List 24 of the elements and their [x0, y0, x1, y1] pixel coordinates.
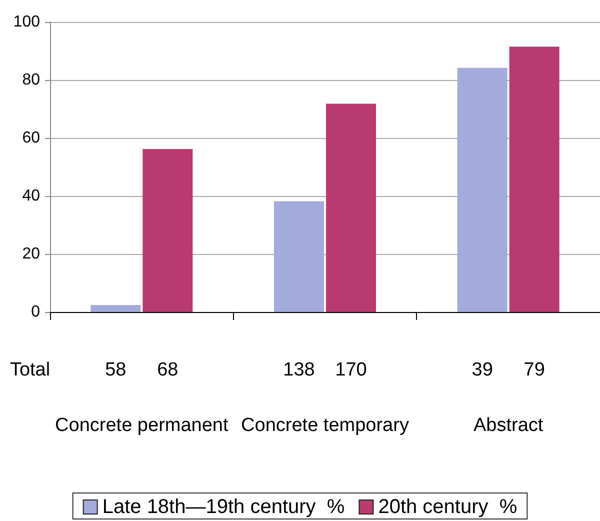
text: 68 [157, 360, 178, 380]
text: 138 [283, 360, 315, 380]
bar [90, 305, 141, 312]
text: 39 [472, 360, 493, 380]
y-tick-label: 20 [22, 246, 40, 262]
x-tick-label: Concrete permanent [55, 415, 229, 436]
y-tick-label: 40 [22, 188, 40, 204]
legend-label: Late 18th—19th century % [102, 496, 345, 518]
bar [326, 104, 376, 312]
y-tick-label: 60 [22, 130, 40, 146]
text: 79 [524, 360, 545, 380]
bar [274, 201, 324, 312]
y-tick-label: 0 [31, 304, 40, 320]
text: 58 [105, 360, 126, 380]
y-tick-label: 80 [22, 72, 40, 88]
x-tick-label: Abstract [473, 415, 544, 436]
text: 170 [335, 360, 367, 380]
y-tick-label: 100 [13, 14, 40, 30]
legend-label: 20th century % [378, 496, 518, 518]
bar [457, 68, 508, 312]
x-tick-label: Concrete temporary [241, 415, 410, 436]
text: Total [10, 360, 50, 380]
bar [142, 149, 193, 312]
bar [509, 46, 560, 312]
